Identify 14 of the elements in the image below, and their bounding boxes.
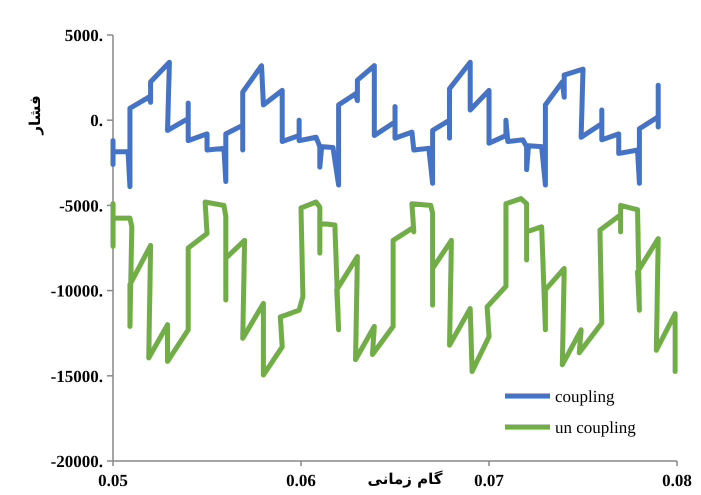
x-axis-title: گام زمانی: [368, 470, 443, 488]
y-tick-label: 5000.: [64, 26, 103, 45]
x-tick-label: 0.08: [662, 471, 692, 490]
legend-label: coupling: [555, 387, 615, 406]
legend-label: un coupling: [555, 418, 636, 437]
y-axis-title: فشار: [26, 95, 44, 136]
x-tick-label: 0.05: [98, 471, 128, 490]
y-tick-label: 0.: [90, 111, 103, 130]
y-tick-label: -15000.: [50, 366, 103, 386]
y-tick-label: -5000.: [59, 196, 103, 216]
x-tick-label: 0.07: [474, 471, 504, 490]
y-tick-label: -20000.: [50, 452, 103, 471]
y-tick-label: -10000.: [50, 282, 103, 301]
x-tick-label: 0.06: [286, 471, 316, 490]
